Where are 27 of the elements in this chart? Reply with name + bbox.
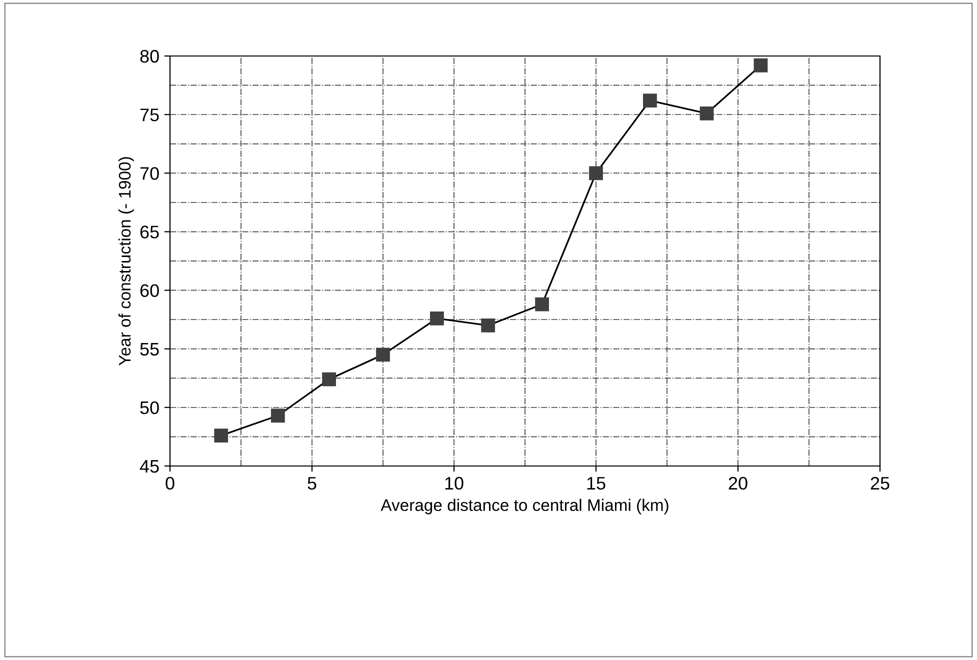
- point: [700, 106, 714, 120]
- point: [643, 94, 657, 108]
- x-tick-label: 25: [870, 476, 890, 490]
- point: [270, 408, 285, 423]
- y-tick-label: 65: [140, 226, 159, 238]
- x-axis-title: Average distance to central Miami (km): [380, 498, 668, 514]
- point: [535, 297, 549, 312]
- y-tick-label: 45: [140, 460, 159, 473]
- point: [589, 166, 603, 180]
- y-axis-title: Year of construction (- 1900): [118, 157, 134, 366]
- y-tick-label: 80: [140, 50, 159, 63]
- x-tick-label: 5: [308, 477, 316, 490]
- y-tick-label: 75: [140, 108, 159, 122]
- point: [322, 372, 336, 386]
- point: [754, 58, 768, 72]
- x-tick-label: 15: [587, 477, 606, 490]
- point: [481, 318, 496, 332]
- y-tick-label: 55: [140, 342, 159, 356]
- x-tick-label: 0: [166, 476, 174, 490]
- point: [376, 348, 390, 362]
- y-tick-label: 60: [140, 284, 159, 298]
- x-tick-label: 10: [445, 476, 464, 490]
- point: [214, 428, 228, 442]
- y-tick-label: 70: [140, 167, 159, 180]
- y-tick-label: 50: [140, 401, 159, 414]
- x-tick-label: 20: [728, 476, 748, 490]
- point: [430, 311, 444, 326]
